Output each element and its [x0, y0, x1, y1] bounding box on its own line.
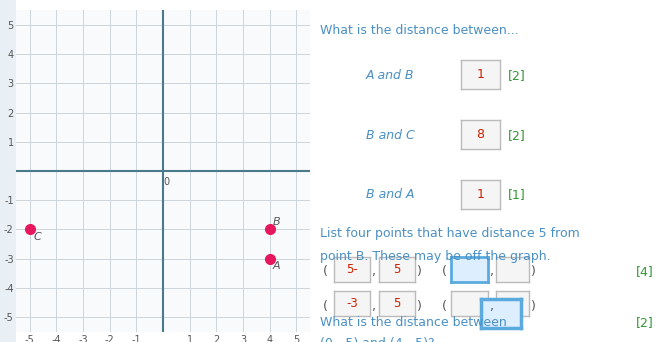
Text: B and C: B and C — [366, 129, 415, 142]
Text: A and B: A and B — [366, 69, 415, 82]
Text: (: ( — [323, 265, 328, 278]
Text: (: ( — [323, 300, 328, 313]
Text: B: B — [272, 217, 280, 227]
Text: ): ) — [530, 265, 535, 278]
Text: [2]: [2] — [636, 316, 654, 329]
Text: [1]: [1] — [507, 188, 525, 201]
Text: [4]: [4] — [636, 265, 654, 278]
Text: 0: 0 — [163, 177, 169, 187]
Text: (: ( — [442, 265, 446, 278]
Text: [2]: [2] — [507, 129, 525, 142]
Text: 5: 5 — [393, 263, 401, 276]
Text: ,: , — [372, 265, 376, 278]
Text: -3: -3 — [347, 297, 358, 310]
Text: 1: 1 — [476, 68, 484, 81]
Text: [2]: [2] — [507, 69, 525, 82]
Text: What is the distance between: What is the distance between — [320, 316, 506, 329]
Text: 5: 5 — [393, 297, 401, 310]
Text: (: ( — [442, 300, 446, 313]
Text: ,: , — [490, 300, 494, 313]
Text: ): ) — [417, 265, 422, 278]
Text: B and A: B and A — [366, 188, 415, 201]
Text: ,: , — [372, 300, 376, 313]
Text: 8: 8 — [476, 128, 484, 141]
Text: 5-: 5- — [347, 263, 358, 276]
Text: List four points that have distance 5 from: List four points that have distance 5 fr… — [320, 227, 579, 240]
Text: ): ) — [530, 300, 535, 313]
Text: C: C — [34, 232, 42, 242]
Text: ): ) — [417, 300, 422, 313]
Text: point B. These may be off the graph.: point B. These may be off the graph. — [320, 250, 550, 263]
Text: A: A — [272, 261, 280, 271]
Text: 1: 1 — [476, 187, 484, 201]
Text: ,: , — [490, 265, 494, 278]
Text: What is the distance between...: What is the distance between... — [320, 24, 519, 37]
Text: (0, -5) and (4, -5)?: (0, -5) and (4, -5)? — [320, 337, 434, 342]
